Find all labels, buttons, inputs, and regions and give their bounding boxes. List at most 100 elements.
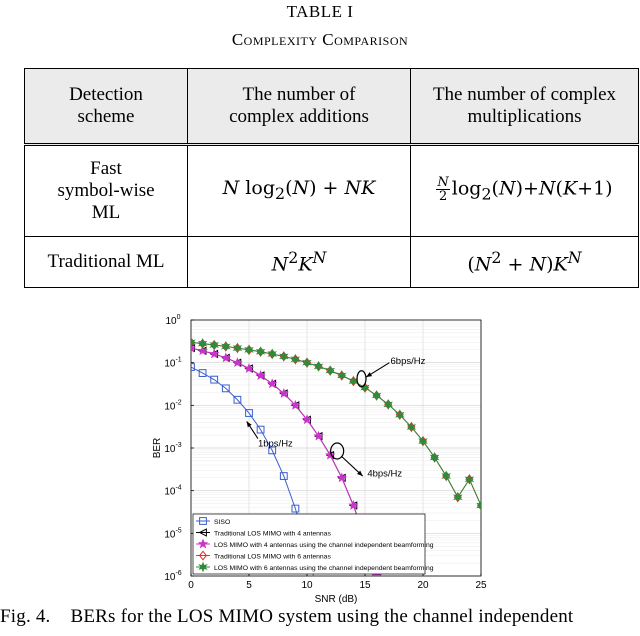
legend: SISO Traditional LOS MIMO with 4 antennas…	[192, 513, 434, 575]
table-row: Fast symbol-wise ML N log2(N) + NK N 2 log…	[24, 143, 639, 237]
data-point	[191, 343, 195, 353]
data-point	[220, 352, 231, 363]
data-point	[279, 350, 289, 362]
legend-entry: SISO	[196, 517, 230, 526]
caption-label: Fig. 4.	[0, 606, 51, 627]
data-point	[197, 538, 209, 549]
data-point	[191, 363, 195, 371]
y-tick-label: 10-1	[164, 357, 181, 370]
data-point	[243, 363, 255, 373]
data-point	[313, 430, 324, 441]
data-point	[337, 369, 347, 382]
data-point	[301, 414, 313, 425]
data-point	[278, 388, 289, 398]
data-point	[325, 365, 335, 377]
y-tick-exponent: -6	[175, 570, 181, 577]
data-point	[290, 399, 301, 410]
x-tick-label: 0	[188, 580, 194, 591]
legend-label: Traditional LOS MIMO with 4 antennas	[214, 530, 331, 537]
y-tick-label: 10-6	[164, 570, 181, 583]
annotation-4bps-ellipse	[330, 442, 345, 460]
data-point	[464, 473, 475, 485]
data-point	[279, 472, 288, 480]
header-detection-scheme: Detection scheme	[24, 68, 188, 145]
data-point	[291, 504, 300, 513]
data-point	[245, 409, 253, 417]
data-point	[371, 389, 382, 402]
data-point	[267, 378, 278, 389]
data-point	[268, 446, 277, 455]
y-tick-exponent: -4	[175, 485, 181, 492]
data-point	[199, 517, 207, 525]
data-point	[441, 470, 451, 482]
cell-scheme-fast: Fast symbol-wise ML	[24, 143, 188, 237]
data-point	[191, 342, 197, 353]
data-point	[383, 398, 393, 410]
table-row: Traditional ML N2KN (N2 + N)KN	[24, 236, 639, 288]
figure-caption: Fig. 4. BERs for the LOS MIMO system usin…	[0, 606, 640, 628]
legend-entry: LOS MIMO with 6 antennas using the chann…	[196, 561, 434, 573]
x-tick-label: 5	[246, 580, 252, 591]
data-point	[395, 409, 405, 421]
data-point	[429, 451, 440, 463]
legend-box	[192, 513, 426, 575]
data-point	[302, 357, 312, 369]
y-tick-label: 100	[165, 314, 180, 327]
annotation-label: 1bps/Hz	[258, 439, 293, 450]
data-point	[198, 550, 208, 561]
data-point	[197, 338, 208, 350]
y-tick-label: 10-2	[164, 399, 181, 412]
complexity-table: Detection scheme The number of complex add…	[24, 68, 639, 288]
table-title: TABLE I	[286, 2, 354, 21]
data-point	[233, 395, 242, 404]
data-point	[348, 500, 359, 510]
x-axis-label: SNR (dB)	[315, 594, 358, 605]
cell-scheme-traditional: Traditional ML	[24, 236, 188, 288]
annotation-label: 4bps/Hz	[367, 469, 402, 480]
data-point	[221, 384, 230, 393]
y-axis-label: BER	[152, 438, 163, 459]
legend-label: Traditional LOS MIMO with 6 antennas	[214, 553, 331, 560]
x-tick-label: 20	[417, 580, 429, 591]
data-point	[313, 360, 324, 372]
x-tick-label: 25	[475, 580, 487, 591]
cell-additions-traditional: N2KN	[187, 236, 411, 288]
y-tick-label: 10-5	[164, 527, 181, 540]
annotation-label: 6bps/Hz	[391, 356, 426, 367]
annotation-6bps-ellipse	[356, 370, 367, 388]
legend-entry: Traditional LOS MIMO with 4 antennas	[196, 528, 331, 537]
x-tick-label: 10	[301, 580, 313, 591]
data-point	[210, 375, 219, 384]
y-tick-label: 10-4	[164, 485, 181, 498]
data-point	[209, 339, 219, 351]
legend-entry: Traditional LOS MIMO with 6 antennas	[196, 550, 331, 561]
data-point	[476, 499, 481, 511]
annotation-6bps-arrow-head	[366, 372, 373, 378]
data-point	[221, 340, 231, 352]
cell-multiplications-fast: N 2 log2(N)+N(K+1)	[410, 143, 639, 237]
table-header-row: Detection scheme The number of complex add…	[24, 68, 639, 145]
data-point	[191, 336, 196, 348]
data-point	[198, 369, 207, 377]
y-tick-exponent: -2	[175, 399, 181, 406]
annotation-1bps-arrow-head	[246, 421, 252, 428]
y-tick-exponent: -3	[175, 442, 181, 449]
data-point	[406, 421, 417, 433]
data-point	[197, 345, 208, 356]
legend-label: LOS MIMO with 6 antennas using the chann…	[214, 565, 434, 572]
cell-additions-fast: N log2(N) + NK	[187, 143, 411, 237]
data-point	[209, 348, 220, 359]
data-point	[232, 342, 243, 354]
data-point	[418, 435, 428, 447]
caption-text: BERs for the LOS MIMO system using the c…	[70, 606, 574, 627]
y-tick-exponent: -1	[175, 357, 181, 364]
y-tick-exponent: 0	[177, 314, 181, 321]
data-point	[267, 348, 277, 360]
legend-label: SISO	[214, 519, 230, 526]
header-complex-additions: The number of complex additions	[187, 68, 411, 145]
legend-entry: LOS MIMO with 4 antennas using the chann…	[196, 538, 434, 549]
data-point	[360, 382, 370, 394]
x-tick-label: 15	[359, 580, 371, 591]
data-point	[198, 528, 207, 537]
data-point	[256, 425, 265, 434]
